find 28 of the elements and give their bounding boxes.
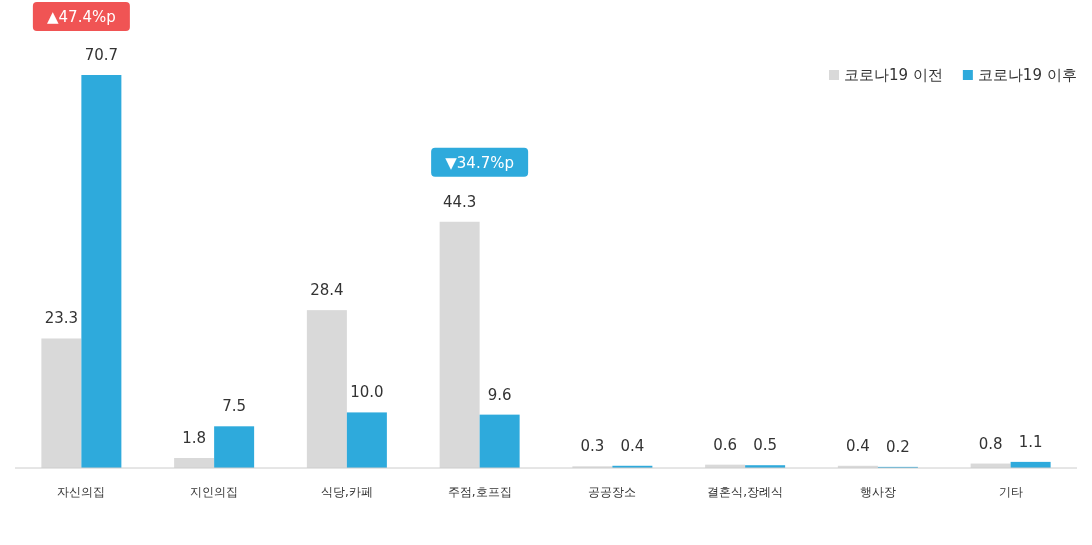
x-tick-label: 행사장: [859, 485, 896, 499]
data-label: 44.3: [442, 192, 477, 211]
data-label: 0.2: [885, 437, 910, 456]
x-tick-label: 기타: [998, 485, 1023, 499]
x-tick-label: 자신의집: [57, 485, 106, 499]
legend-label: 코로나19 이전: [844, 66, 943, 84]
x-tick-label: 공공장소: [588, 485, 637, 499]
data-label: 0.5: [753, 436, 778, 455]
data-label: 1.1: [1018, 432, 1043, 451]
data-label: 70.7: [84, 46, 119, 64]
data-label: 23.3: [44, 309, 79, 328]
data-label: 9.6: [487, 385, 512, 404]
data-label: 7.5: [222, 397, 247, 416]
data-label: 0.8: [978, 434, 1003, 453]
data-label: 28.4: [310, 281, 344, 300]
x-tick-label: 결혼식,장례식: [707, 485, 784, 499]
data-label: 0.4: [845, 436, 870, 455]
annotation: ▼34.7%p: [445, 153, 514, 172]
data-label: 0.3: [580, 437, 605, 456]
text: ▲47.4%p: [47, 8, 116, 26]
data-label: 0.6: [713, 435, 738, 454]
data-label: 1.8: [182, 428, 207, 447]
data-label: 0.4: [620, 436, 645, 455]
legend-label: 코로나19 이후: [977, 66, 1077, 84]
data-label: 10.0: [350, 383, 384, 402]
x-tick-label: 지인의집: [190, 485, 239, 499]
x-tick-label: 식당,카페: [320, 485, 373, 499]
x-tick-label: 주점,호프집: [447, 485, 512, 499]
